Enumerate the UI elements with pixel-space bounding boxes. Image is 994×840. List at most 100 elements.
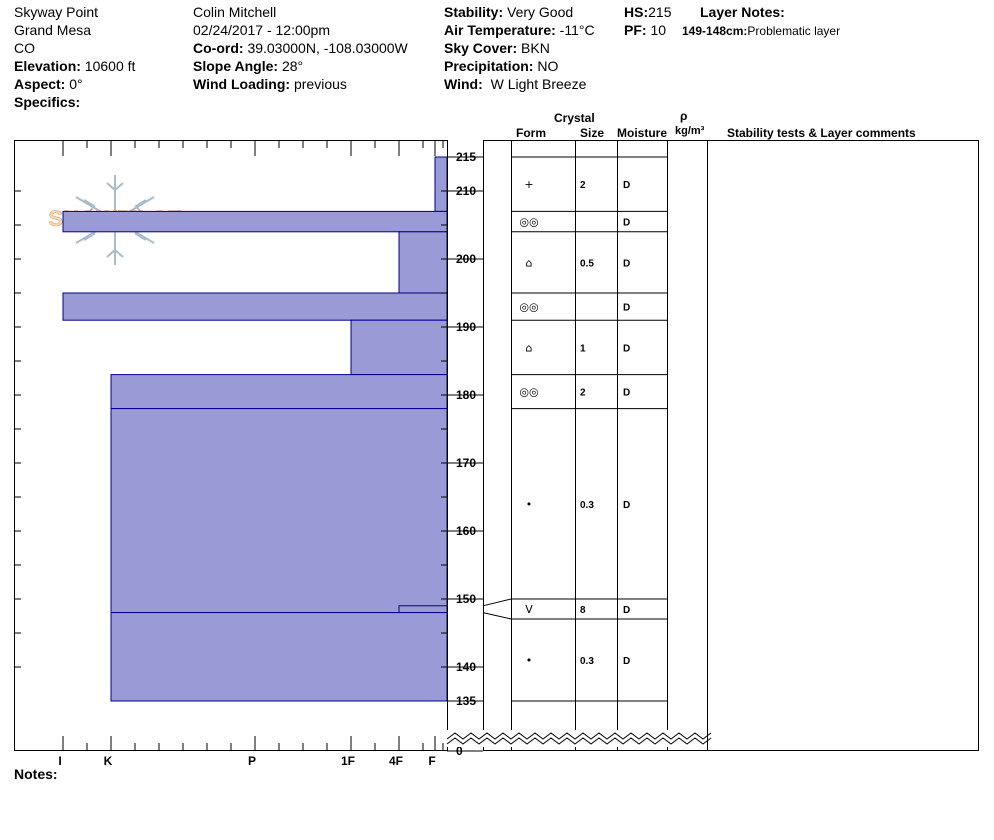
crystal-header: Crystal (554, 111, 595, 125)
moisture-header: Moisture (617, 126, 668, 140)
hardness-tick-label: 1F (341, 754, 355, 768)
hardness-bar (350, 319, 448, 376)
crystal-size: 1 (580, 343, 586, 354)
hardness-bar (110, 408, 448, 614)
hardness-tick-label: P (248, 754, 256, 768)
air-temperature: Air Temperature: -11°C (444, 22, 595, 38)
minor-ticks (14, 141, 447, 750)
coord-label: Co-ord: (193, 40, 244, 56)
hardness-frame (14, 140, 448, 751)
form-header: Form (516, 126, 546, 140)
hardness-bars (62, 156, 448, 702)
axis-break-line (446, 732, 712, 740)
density-unit-header: kg/m³ (675, 125, 705, 137)
moisture-value: D (623, 343, 630, 354)
crystal-form: ⌂ (526, 341, 533, 354)
aspect-value: 0° (69, 76, 83, 92)
precipitation: Precipitation: NO (444, 58, 558, 74)
datetime: 02/24/2017 - 12:00pm (193, 22, 330, 38)
wind-value: W Light Breeze (490, 76, 587, 92)
row-connector (482, 612, 512, 620)
depth-tick-label: 140 (456, 660, 476, 674)
depth-tick-label: 160 (456, 524, 476, 538)
crystal-size: 0.3 (580, 500, 594, 511)
wind-label: Wind: (444, 76, 483, 92)
range: Grand Mesa (14, 22, 92, 38)
precip-value: NO (537, 58, 559, 74)
depth-tick-label: 200 (456, 252, 476, 266)
layer-note-text: Problematic layer (747, 24, 841, 38)
depth-tick-label: 210 (456, 184, 476, 198)
pf-value: 10 (650, 22, 667, 38)
sky-label: Sky Cover: (444, 40, 518, 56)
depth-tick-label: 190 (456, 320, 476, 334)
hardness-tick-label: K (104, 754, 113, 768)
elevation-value: 10600 ft (84, 58, 136, 74)
wind: Wind: W Light Breeze (444, 76, 586, 92)
slope-value: 28° (281, 58, 304, 74)
elevation-label: Elevation: (14, 58, 81, 74)
stability-value: Very Good (507, 4, 574, 20)
crystal-size: 0.5 (580, 258, 594, 269)
depth-tick-label: 150 (456, 592, 476, 606)
moisture-value: D (623, 656, 630, 667)
stability: Stability: Very Good (444, 4, 573, 20)
slope-label: Slope Angle: (193, 58, 279, 74)
moisture-value: D (623, 258, 630, 269)
notes-label: Notes: (14, 766, 58, 782)
coord-value: 39.03000N, -108.03000W (247, 40, 408, 56)
hardness-bar (110, 612, 448, 702)
crystal-size: 2 (580, 180, 586, 191)
row-connector (482, 598, 512, 607)
hardness-bar (398, 231, 448, 294)
layer-table: +2 D ◎◎ D ⌂ 0.5 D ◎◎ D ⌂ 1 D ◎◎ 2 D • 0.3 D V 8 D • 0.3 D (446, 140, 712, 751)
state: CO (14, 40, 35, 56)
depth-tick-label: 170 (456, 456, 476, 470)
crystal-form: • (526, 654, 533, 667)
hardness-bar (110, 374, 448, 410)
stability-label: Stability: (444, 4, 504, 20)
crystal-form: ◎◎ (519, 386, 538, 399)
comments-frame (707, 140, 979, 751)
crystal-form: • (526, 498, 533, 511)
precip-label: Precipitation: (444, 58, 534, 74)
location: Skyway Point (14, 4, 99, 20)
wind-loading-value: previous (293, 76, 347, 92)
moisture-value: D (623, 180, 630, 191)
hardness-bar (398, 605, 448, 614)
sky-value: BKN (521, 40, 550, 56)
hs-value: 215 (648, 4, 672, 20)
size-header: Size (580, 126, 605, 140)
moisture-value: D (623, 303, 630, 314)
hardness-axis: I K P 1F 4F F (58, 141, 436, 768)
hs: HS:215 (624, 4, 671, 20)
crystal-size: 0.3 (580, 656, 594, 667)
hardness-tick-label: I (58, 754, 61, 768)
aspect-label: Aspect: (14, 76, 66, 92)
air-temp-label: Air Temperature: (444, 22, 556, 38)
depth-tick-label: 135 (456, 694, 476, 708)
depth-tick-label: 0 (456, 744, 463, 758)
crystal-form: ◎◎ (519, 216, 538, 229)
crystal-form: ◎◎ (519, 301, 538, 314)
crystal-form: ⌂ (526, 256, 533, 269)
depth-tick-label: 215 (456, 150, 476, 164)
pf-label: PF: (624, 22, 647, 38)
aspect: Aspect: 0° (14, 76, 83, 92)
rho-header: ρ (680, 109, 688, 123)
coordinates: Co-ord: 39.03000N, -108.03000W (193, 40, 408, 56)
moisture-value: D (623, 500, 630, 511)
elevation: Elevation: 10600 ft (14, 58, 135, 74)
wind-loading-label: Wind Loading: (193, 76, 291, 92)
crystal-form: + (524, 178, 533, 191)
hardness-tick-label: F (428, 754, 435, 768)
hardness-bar (434, 156, 448, 212)
hardness-bar (62, 292, 448, 321)
stability-comments-header: Stability tests & Layer comments (727, 126, 916, 140)
moisture-value: D (623, 605, 630, 616)
axis-break-line (446, 737, 712, 745)
moisture-value: D (623, 218, 630, 229)
pf: PF: 10 (624, 22, 666, 38)
layer-notes-label: Layer Notes: (700, 4, 785, 20)
